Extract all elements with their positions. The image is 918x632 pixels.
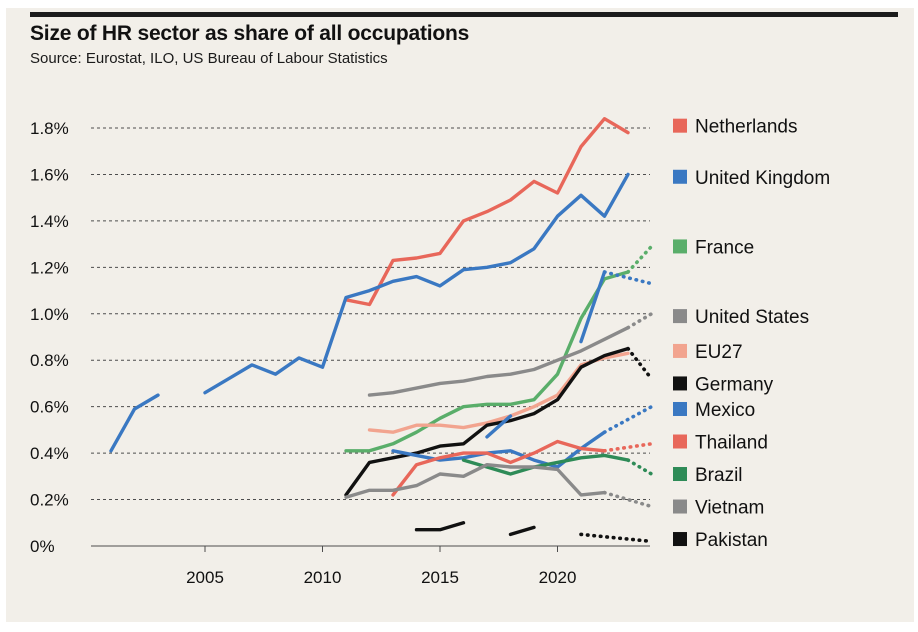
series-line-france xyxy=(344,270,630,453)
series-line-mexico-projection xyxy=(602,404,654,435)
y-tick-label: 1.2% xyxy=(30,258,69,277)
series-line-germany-projection xyxy=(626,346,654,381)
legend-swatch-mexico xyxy=(673,401,687,416)
series-line-thailand-projection xyxy=(602,441,654,453)
chart-title: Size of HR sector as share of all occupa… xyxy=(30,22,470,45)
legend-swatch-thailand xyxy=(673,434,687,449)
series-line-mexico-projection xyxy=(602,270,654,286)
series-line-eu27 xyxy=(367,351,630,434)
legend-label-united-states: United States xyxy=(695,307,809,328)
legend-label-netherlands: Netherlands xyxy=(695,117,797,138)
series-line-united-kingdom xyxy=(109,393,160,453)
legend-swatch-vietnam xyxy=(673,499,687,514)
x-tick-label: 2015 xyxy=(421,568,459,587)
series-line-vietnam-projection xyxy=(602,490,654,509)
series-line-united-states-projection xyxy=(626,311,654,330)
legend-label-united-kingdom: United Kingdom xyxy=(695,168,830,189)
x-tick-label: 2020 xyxy=(539,568,577,587)
legend-label-eu27: EU27 xyxy=(695,342,743,363)
legend-label-mexico: Mexico xyxy=(695,400,755,421)
legend-label-germany: Germany xyxy=(695,374,774,395)
y-tick-label: 1.0% xyxy=(30,305,69,324)
y-tick-label: 1.8% xyxy=(30,119,69,138)
series-line-brazil xyxy=(461,453,630,476)
series-line-pakistan-projection xyxy=(579,532,654,544)
series-line-mexico xyxy=(579,270,607,344)
legend-swatch-brazil xyxy=(673,467,687,482)
x-tick-label: 2005 xyxy=(186,568,224,587)
series-line-netherlands xyxy=(344,116,630,307)
legend-label-thailand: Thailand xyxy=(695,433,768,454)
series-line-brazil-projection xyxy=(626,458,654,476)
legend-swatch-united-kingdom xyxy=(673,169,687,184)
legend-swatch-france xyxy=(673,239,687,254)
series-line-vietnam xyxy=(344,463,607,499)
series-line-pakistan xyxy=(508,525,536,537)
series-line-pakistan xyxy=(414,521,466,532)
series-line-united-states xyxy=(367,326,630,397)
legend-swatch-united-states xyxy=(673,309,687,324)
top-rule xyxy=(30,12,898,17)
series-line-germany xyxy=(344,346,630,497)
y-tick-label: 1.6% xyxy=(30,165,69,184)
legend-label-pakistan: Pakistan xyxy=(695,530,768,551)
chart-panel: Size of HR sector as share of all occupa… xyxy=(6,8,914,622)
y-tick-label: 0.8% xyxy=(30,351,69,370)
series-line-united-kingdom xyxy=(203,172,630,395)
series-line-france-projection xyxy=(626,244,654,274)
y-tick-label: 1.4% xyxy=(30,212,69,231)
x-tick-label: 2010 xyxy=(304,568,342,587)
legend-swatch-pakistan xyxy=(673,532,687,547)
legend-swatch-eu27 xyxy=(673,343,687,358)
y-tick-label: 0.2% xyxy=(30,491,69,510)
series-line-mexico xyxy=(485,414,513,439)
series-line-mexico xyxy=(391,430,607,469)
legend-swatch-germany xyxy=(673,376,687,391)
legend-swatch-netherlands xyxy=(673,118,687,133)
legend-label-france: France xyxy=(695,237,754,258)
legend-label-brazil: Brazil xyxy=(695,465,743,486)
y-tick-label: 0.6% xyxy=(30,398,69,417)
series-line-thailand xyxy=(391,439,607,497)
chart-subtitle: Source: Eurostat, ILO, US Bureau of Labo… xyxy=(30,50,388,67)
y-tick-label: 0.4% xyxy=(30,444,69,463)
legend-label-vietnam: Vietnam xyxy=(695,498,764,519)
y-tick-label: 0% xyxy=(30,537,55,556)
